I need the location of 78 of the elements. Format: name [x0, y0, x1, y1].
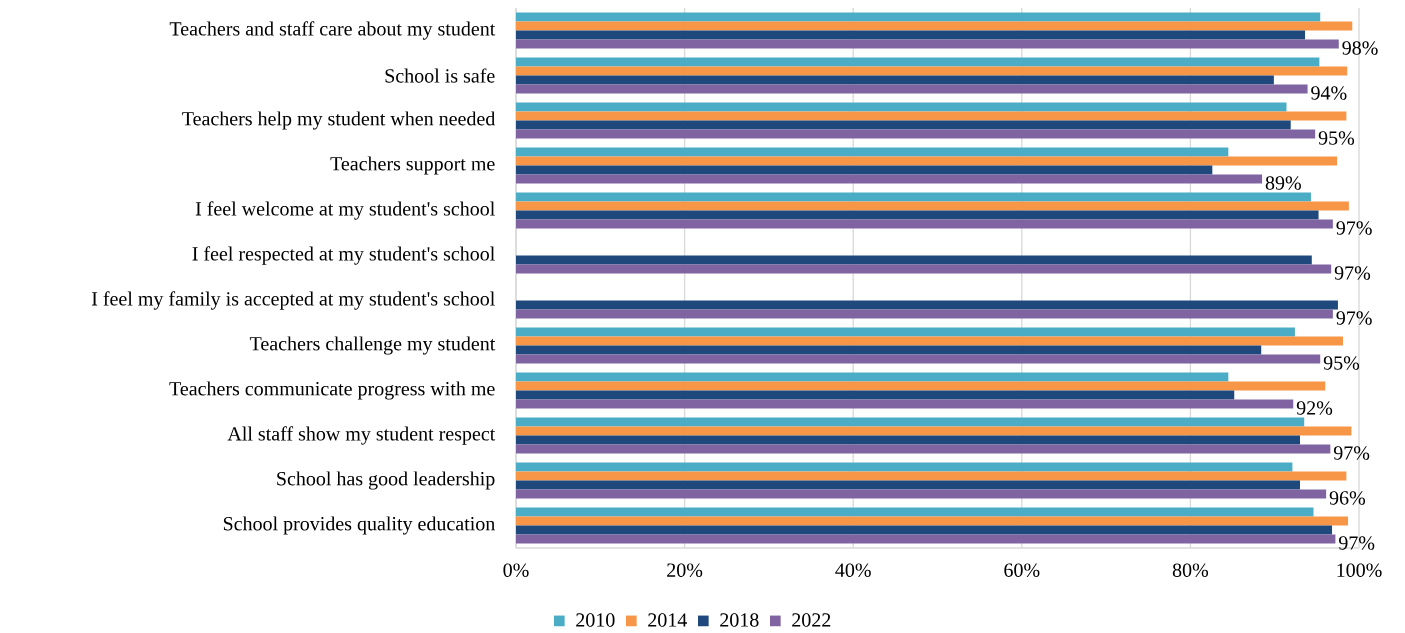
y-tick-label: School is safe [385, 68, 495, 83]
bar [516, 417, 1305, 427]
bar [516, 489, 1327, 499]
x-tick-label: 20% [667, 563, 703, 577]
bar [516, 201, 1349, 211]
legend-label: 2010 [576, 613, 615, 627]
bar [516, 516, 1349, 526]
bar [516, 336, 1343, 346]
bar [516, 192, 1311, 202]
data-label: 98% [1342, 41, 1378, 55]
bar [516, 309, 1333, 319]
legend-label: 2014 [648, 613, 687, 627]
legend-label: 2018 [720, 613, 759, 627]
bar [516, 480, 1300, 490]
y-tick-label: I feel respected at my student's school [192, 246, 495, 265]
data-label: 97% [1334, 266, 1371, 280]
data-label: 95% [1318, 131, 1355, 145]
bar [516, 75, 1274, 85]
bar [516, 462, 1293, 472]
bar [516, 507, 1314, 517]
bar [516, 210, 1319, 220]
bar [516, 372, 1229, 382]
bar [516, 399, 1294, 409]
bar [516, 129, 1316, 139]
data-label: 97% [1338, 536, 1375, 550]
bar [516, 156, 1338, 166]
bar [516, 174, 1263, 184]
bar [516, 354, 1321, 364]
data-label: 97% [1336, 221, 1372, 235]
x-tick-label: 100% [1337, 563, 1382, 577]
bar [516, 84, 1308, 94]
y-tick-label: All staff show my student respect [227, 426, 496, 445]
x-tick-label: 40% [835, 563, 871, 577]
bar [516, 264, 1332, 274]
data-label: 96% [1329, 491, 1366, 505]
data-label: 97% [1333, 446, 1370, 460]
y-tick-label: I feel welcome at my student's school [195, 201, 495, 220]
bar [516, 534, 1336, 544]
y-tick-label: School has good leadership [277, 471, 495, 490]
bar [516, 111, 1347, 121]
bar [516, 30, 1306, 40]
bar [516, 39, 1339, 49]
y-tick-label: Teachers challenge my student [249, 336, 496, 355]
bar [516, 21, 1353, 31]
bar [516, 12, 1321, 22]
bar [516, 57, 1320, 67]
x-tick-label: 60% [1004, 563, 1040, 577]
data-label: 97% [1336, 311, 1372, 325]
bar [516, 300, 1338, 310]
y-tick-label: Teachers communicate progress with me [169, 381, 495, 400]
bar [516, 165, 1213, 175]
bar [516, 471, 1347, 481]
data-label: 89% [1265, 176, 1301, 190]
legend-label: 2022 [792, 613, 831, 627]
y-tick-label: School provides quality education [223, 516, 496, 535]
bar [516, 147, 1229, 157]
data-label: 94% [1311, 86, 1347, 100]
bar [516, 381, 1326, 391]
y-tick-label: Teachers help my student when needed [182, 111, 496, 130]
data-label: 95% [1323, 356, 1360, 370]
bar [516, 66, 1348, 76]
bar [516, 102, 1287, 112]
bar [516, 390, 1235, 400]
x-tick-label: 0% [503, 563, 529, 577]
bar [516, 327, 1295, 337]
bar [516, 120, 1291, 130]
bar [516, 255, 1312, 265]
y-tick-label: I feel my family is accepted at my student's school [91, 291, 495, 310]
bar [516, 426, 1352, 436]
bar [516, 435, 1300, 445]
y-tick-label: Teachers support me [330, 156, 495, 175]
bar [516, 345, 1262, 355]
bar [516, 219, 1333, 229]
y-tick-label: Teachers and staff care about my student [169, 21, 496, 40]
bar [516, 525, 1333, 535]
data-label: 92% [1296, 401, 1333, 415]
bar [516, 444, 1331, 454]
x-tick-label: 80% [1172, 563, 1209, 577]
